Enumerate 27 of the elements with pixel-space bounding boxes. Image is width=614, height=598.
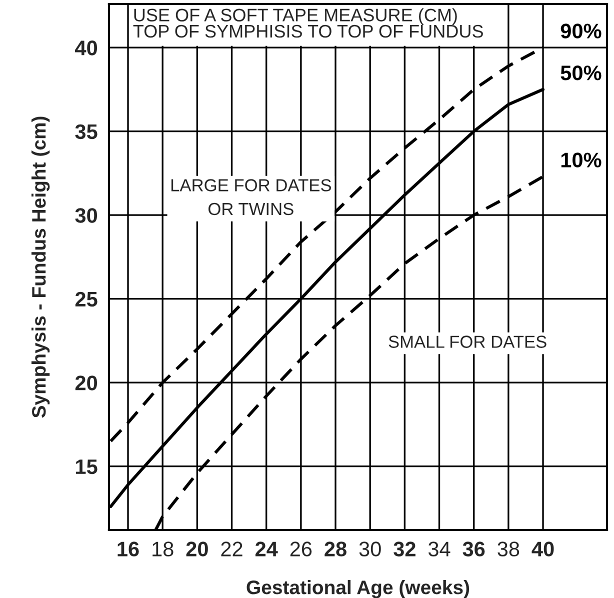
annotation: USE OF A SOFT TAPE MEASURE (CM) TOP OF SYMPHISIS TO TOP OF FUNDUS [133,8,483,38]
y-tick-label: 20 [75,376,98,390]
x-tick-label: 36 [462,542,485,556]
y-tick-label: 25 [75,292,98,307]
series-label: 50% [560,66,602,80]
x-tick-label: 18 [152,542,174,556]
annotation: LARGE FOR DATES OR TWINS [171,179,331,216]
x-axis-title: Gestational Age (weeks) [246,580,470,598]
y-tick-label: 35 [75,124,98,140]
x-tick-label: 34 [428,542,450,556]
y-axis-title: Symphysis - Fundus Height (cm) [31,116,50,418]
series-label: 10% [561,152,602,168]
y-tick-label: 30 [75,208,98,223]
series-label: 90% [560,24,602,38]
x-tick-label: 40 [532,542,554,556]
x-tick-label: 16 [118,542,139,556]
x-tick-label: 32 [394,542,416,556]
x-tick-label: 20 [186,542,208,556]
annotation: SMALL FOR DATES [388,336,546,348]
y-tick-label: 40 [75,40,98,56]
x-tick-label: 22 [221,542,242,556]
x-tick-label: 26 [290,542,312,556]
x-tick-label: 30 [359,542,381,556]
x-tick-label: 24 [255,542,278,556]
x-tick-label: 28 [324,542,346,556]
y-tick-label: 15 [76,460,98,474]
x-tick-label: 38 [498,542,520,556]
